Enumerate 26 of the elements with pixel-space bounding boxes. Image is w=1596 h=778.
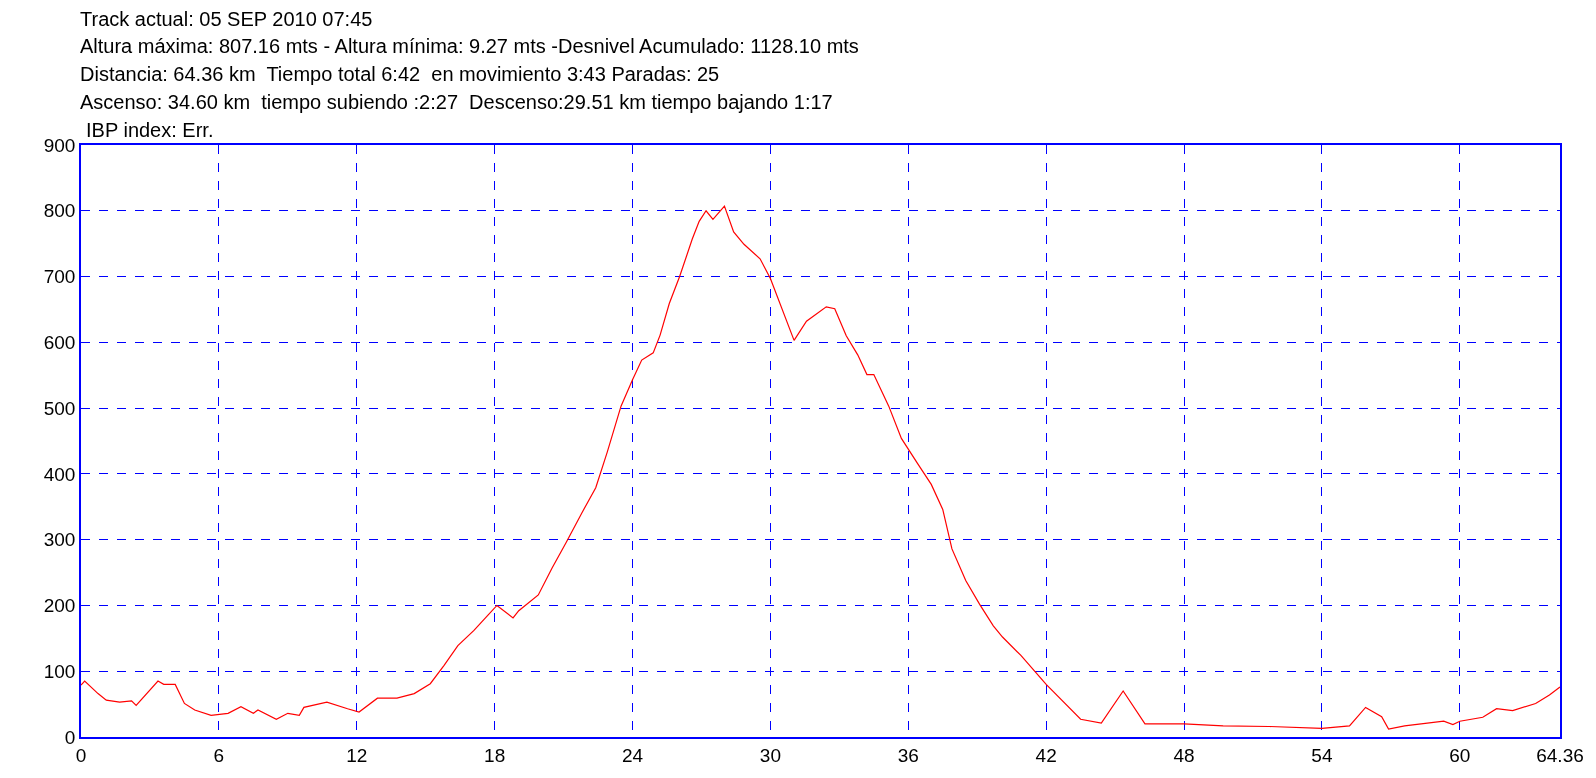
- x-tick-label: 48: [1173, 744, 1195, 766]
- y-tick-label: 700: [43, 266, 76, 288]
- text: Ascenso: 34.60 km tiempo subiendo :2:27 Descenso:29.51 km tiempo bajando 1:17: [80, 91, 833, 113]
- text: IBP index: Err.: [86, 119, 214, 141]
- x-tick-label: 36: [897, 744, 919, 766]
- x-tick-label: 12: [346, 744, 368, 766]
- x-tick-label: 24: [621, 744, 644, 766]
- y-tick-label: 100: [43, 660, 76, 682]
- x-tick-label: 6: [213, 744, 225, 766]
- x-tick-label: 54: [1311, 744, 1333, 766]
- x-tick-label: 64.36: [1536, 744, 1584, 766]
- y-tick-label: 900: [43, 134, 76, 156]
- text: Distancia: 64.36 km Tiempo total 6:42 en movimiento 3:43 Paradas: 25: [80, 63, 720, 85]
- y-tick-label: 200: [43, 595, 76, 617]
- chart-title: Track actual: 05 SEP 2010 07:45: [80, 8, 373, 30]
- y-tick-label: 600: [43, 331, 76, 353]
- y-tick-label: 0: [64, 726, 76, 748]
- y-tick-label: 800: [43, 200, 76, 222]
- x-tick-label: 60: [1449, 744, 1471, 766]
- y-tick-label: 500: [43, 397, 76, 419]
- x-tick-label: 42: [1035, 744, 1057, 766]
- text: Altura máxima: 807.16 mts - Altura mínima: 9.27 mts -Desnivel Acumulado: 1128.10 mts: [80, 35, 859, 57]
- x-tick-label: 30: [759, 744, 781, 766]
- x-tick-label: 18: [484, 744, 506, 766]
- y-tick-label: 300: [43, 529, 76, 551]
- y-tick-label: 400: [43, 463, 76, 485]
